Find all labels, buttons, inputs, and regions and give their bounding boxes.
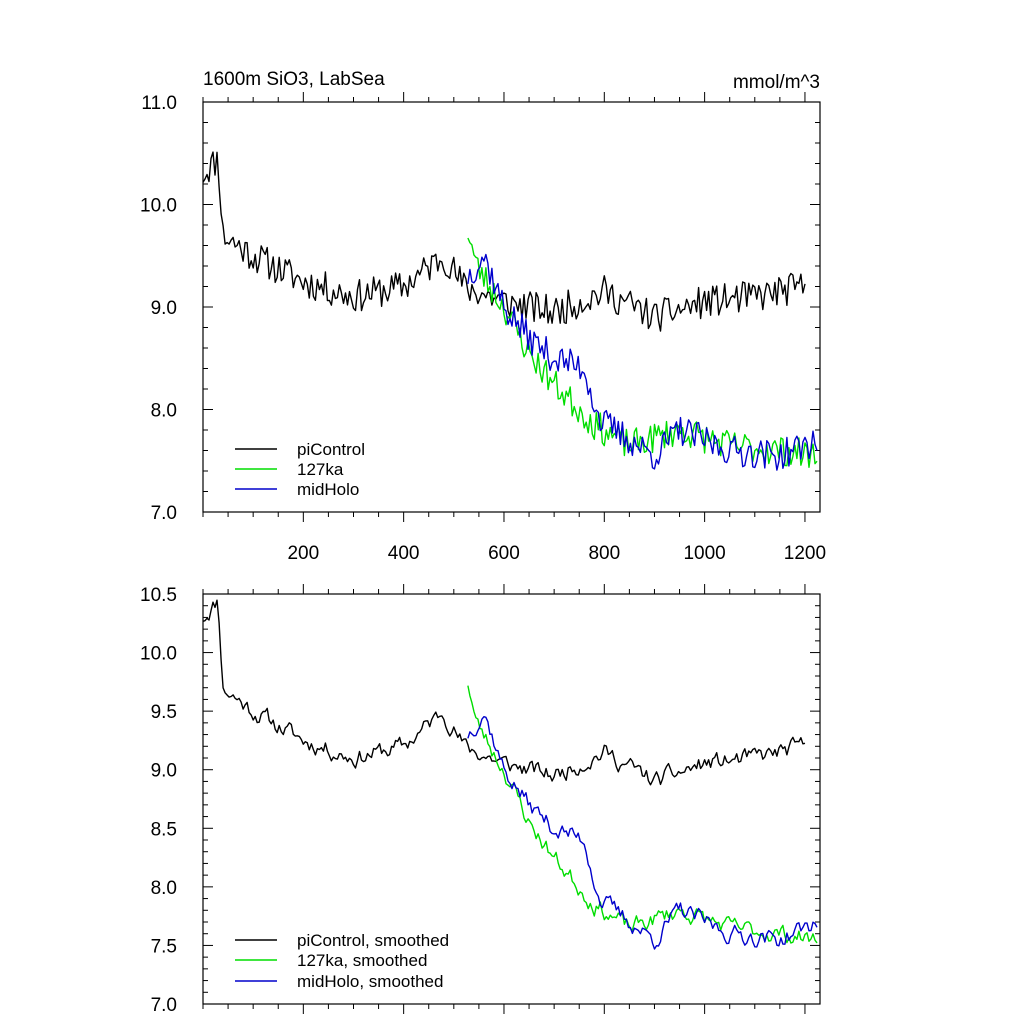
x-tick-label: 400 — [388, 543, 420, 564]
y-tick-label: 9.0 — [151, 298, 177, 319]
y-tick-label: 7.0 — [151, 995, 177, 1016]
legend-label: midHolo, smoothed — [297, 972, 443, 991]
y-tick-label: 8.0 — [151, 401, 177, 422]
units-label: mmol/m^3 — [733, 72, 820, 93]
legend-label: 127ka — [297, 460, 344, 479]
series-line-lig — [467, 685, 818, 944]
x-tick-label: 1000 — [683, 543, 725, 564]
legend-label: piControl — [297, 440, 365, 459]
x-tick-label: 1200 — [784, 543, 826, 564]
y-tick-label: 8.5 — [151, 819, 177, 840]
x-tick-label: 800 — [588, 543, 620, 564]
series-line-mh — [467, 253, 818, 471]
legend-label: midHolo — [297, 480, 359, 499]
y-tick-label: 7.0 — [151, 503, 177, 524]
x-tick-label: 600 — [488, 543, 520, 564]
x-tick-label: 200 — [287, 543, 319, 564]
chart-title: 1600m SiO3, LabSea — [203, 69, 385, 90]
y-tick-label: 9.5 — [151, 702, 177, 723]
top-panel: 1600m SiO3, LabSea mmol/m^3 200 400 600 800… — [140, 69, 826, 564]
legend-label: 127ka, smoothed — [297, 951, 427, 970]
y-tick-label: 7.5 — [151, 936, 177, 957]
series-line-pi — [202, 151, 806, 332]
plot-frame — [202, 593, 821, 1005]
bottom-panel: 7.0 7.5 8.0 8.5 9.0 9.5 10.0 10.5 piControl, smo… — [140, 584, 821, 1016]
y-tick-label: 10.0 — [140, 644, 177, 665]
y-tick-label: 10.0 — [140, 196, 177, 217]
y-tick-label: 8.0 — [151, 878, 177, 899]
series-line-pi — [202, 599, 806, 786]
y-tick-label: 9.0 — [151, 761, 177, 782]
legend-label: piControl, smoothed — [297, 931, 449, 950]
y-tick-label: 10.5 — [140, 585, 177, 606]
series-line-lig — [467, 237, 818, 468]
series-line-mh — [467, 716, 818, 950]
y-tick-label: 11.0 — [141, 93, 177, 114]
